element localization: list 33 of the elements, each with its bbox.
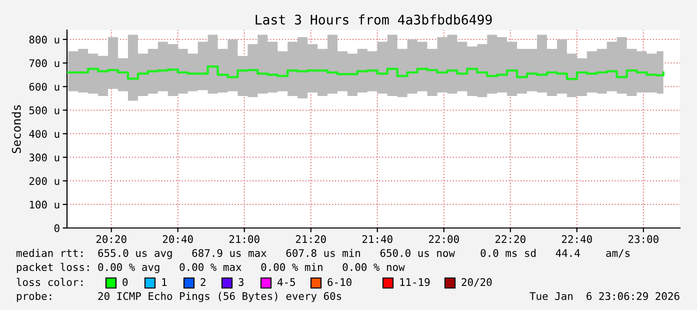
x-tick-label: 23:00 (628, 235, 658, 244)
y-tick-label: 300 u (29, 154, 60, 162)
chart-title: Last 3 Hours from 4a3bfbdb6499 (256, 14, 492, 25)
y-tick-label: 400 u (29, 130, 60, 138)
text: probe: 20 ICMP Echo Pings (56 Bytes) every 60s (16, 292, 342, 302)
y-tick-label: 700 u (29, 59, 60, 68)
text: packet loss: 0.00 % avg 0.00 % max 0.00 % min 0.00 % now (16, 262, 405, 274)
y-tick-label: 0 (54, 224, 60, 232)
x-tick-label: 22:40 (562, 235, 592, 244)
text: 11-19 (400, 278, 430, 286)
y-tick-label: 200 u (29, 177, 60, 185)
text: 0 (122, 278, 128, 286)
text: 20/20 (462, 278, 492, 287)
x-tick-label: 20:40 (162, 235, 193, 244)
text: 3 (238, 278, 244, 286)
x-tick-label: 21:00 (229, 235, 260, 244)
y-tick-label: 600 u (29, 82, 60, 91)
text: loss color: (16, 278, 82, 286)
text: median rtt: 655.0 us avg 687.9 us max 607.8 us min 650.0 us now 0.0 ms sd 44.4 am/s (16, 248, 630, 260)
y-axis-title: Seconds (12, 105, 21, 154)
y-tick-label: 800 u (29, 36, 60, 44)
x-tick-label: 21:20 (296, 235, 326, 244)
text: Tue Jan 6 23:06:29 2026 (530, 292, 680, 300)
y-tick-label: 100 u (30, 200, 60, 209)
text: 4-5 (278, 278, 295, 286)
y-tick-label: 500 u (29, 106, 60, 114)
text: 6-10 (328, 278, 352, 286)
x-tick-label: 20:20 (96, 235, 126, 244)
x-tick-label: 21:40 (362, 235, 392, 244)
text: 1 (162, 278, 167, 286)
x-tick-label: 22:00 (428, 235, 459, 244)
x-tick-label: 22:20 (495, 235, 526, 244)
text: 2 (200, 278, 206, 286)
